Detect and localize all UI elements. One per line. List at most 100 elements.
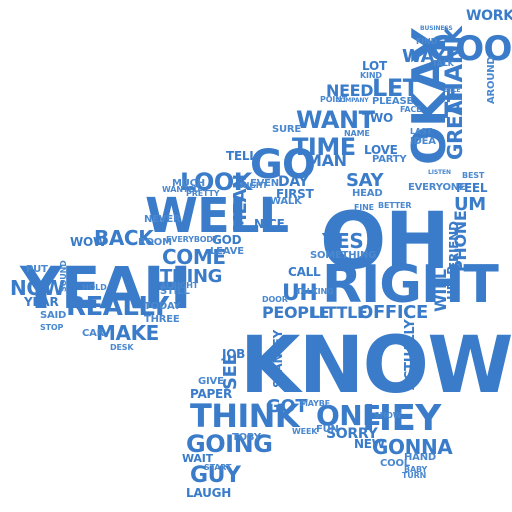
word-night: NIGHT <box>240 181 268 190</box>
word-love: LOVE <box>364 143 398 157</box>
word-actually: ACTUALLY <box>403 319 418 390</box>
word-little: LITTLE <box>310 303 368 322</box>
word-gonna: GONNA <box>372 435 453 459</box>
word-back: BACK <box>94 226 155 250</box>
word-paper: PAPER <box>190 387 232 401</box>
word-door: DOOR <box>262 295 288 304</box>
word-show: SHOW <box>374 411 402 420</box>
word-baby: BABY <box>404 465 427 474</box>
word-put: PUT <box>26 264 48 275</box>
word-thing: THING <box>160 266 222 287</box>
word-name: NAME <box>344 129 370 138</box>
word-leave: LEAVE <box>210 246 244 257</box>
word-head: HEAD <box>352 188 382 199</box>
word-people: PEOPLE <box>262 303 329 322</box>
word-sorry: SORRY <box>326 426 379 442</box>
word-time: TIME <box>292 133 356 161</box>
word-talk: TALK <box>432 59 455 68</box>
word-good: GOOD <box>428 29 512 69</box>
word-tell: TELL <box>226 149 257 163</box>
word-got: GOT <box>266 396 308 417</box>
word-god: GOD <box>212 233 242 247</box>
word-better: BETTER <box>378 201 411 210</box>
word-two: TWO <box>362 111 393 125</box>
word-listen: LISTEN <box>428 169 451 176</box>
word-car: CAR <box>82 328 105 339</box>
word-desk: DESK <box>110 343 134 352</box>
word-now: NOW <box>10 276 65 300</box>
word-job: JOB <box>221 347 245 361</box>
word-see: SEE <box>220 354 241 390</box>
word-much: MUCH <box>172 178 205 189</box>
word-talking: TALKING <box>296 287 333 296</box>
word-everyone: EVERYONE <box>408 182 466 193</box>
word-cool: COOL <box>380 458 411 469</box>
word-start: START <box>204 463 232 472</box>
word-turn: TURN <box>402 471 426 480</box>
word-mean: MEAN <box>230 174 251 232</box>
word-guy: GUY <box>190 463 242 488</box>
word-one: ONE <box>316 399 381 432</box>
word-let: LET <box>372 74 420 102</box>
word-will: WILL <box>431 269 450 312</box>
word-idea: IDEA <box>410 136 436 147</box>
word-look: LOOK <box>180 168 254 196</box>
word-party: PARTY <box>372 154 407 165</box>
word-face: FACE <box>400 105 421 114</box>
word-pretty: PRETTY <box>186 189 220 198</box>
word-yes: YES <box>321 229 363 253</box>
word-office: OFFICE <box>358 302 428 323</box>
word-alright: ALRIGHT <box>160 281 199 290</box>
word-need: NEED <box>326 81 373 100</box>
word-room: ROOM <box>138 237 172 248</box>
word-make: MAKE <box>96 321 159 345</box>
word-sure: SURE <box>272 124 301 135</box>
word-still: STILL <box>160 286 190 297</box>
word-great: GREAT <box>443 88 467 160</box>
word-last: LAST <box>410 127 433 136</box>
word-work: WORK <box>466 8 512 24</box>
word-friend: FRIEND <box>447 221 461 270</box>
word-feel: FEEL <box>456 181 488 195</box>
word-point: POINT <box>320 95 348 104</box>
word-hey: HEY <box>362 398 442 439</box>
word-three: THREE <box>144 314 180 325</box>
word-walk: WALK <box>270 196 303 207</box>
word-business: BUSINESS <box>420 25 453 32</box>
word-want: WANT <box>296 106 376 134</box>
word-thank: THANK <box>440 25 468 118</box>
word-way: WAY <box>402 46 447 67</box>
word-fun: FUN <box>316 424 339 435</box>
word-hand: HAND <box>404 452 436 463</box>
word-around: AROUND <box>486 56 497 104</box>
word-oh: OH <box>320 197 448 287</box>
word-going: GOING <box>186 430 272 458</box>
word-hold: HOLD <box>82 283 107 292</box>
word-nice: NICE <box>254 217 285 231</box>
word-never: NEVER <box>144 214 181 225</box>
word-year: YEAR <box>23 295 58 309</box>
word-best: BEST <box>462 171 485 180</box>
word-company: COMPANY <box>336 97 369 104</box>
word-give: GIVE <box>198 376 224 387</box>
word-okay: OKAY <box>402 28 456 165</box>
word-please: PLEASE <box>372 96 413 107</box>
word-stop: STOP <box>40 323 64 332</box>
word-kind: KIND <box>360 71 382 80</box>
word-wait: WAIT <box>182 452 214 465</box>
word-wanted: WANTED <box>162 185 200 194</box>
word-go: GO <box>250 142 315 188</box>
word-week: WEEK <box>292 427 318 436</box>
word-toby: TOBY <box>232 432 262 443</box>
word-laugh: LAUGH <box>186 486 231 500</box>
word-well: WELL <box>145 188 288 244</box>
word-phone: PHONE <box>451 211 470 272</box>
word-really: REALLY <box>66 292 170 322</box>
word-day: DAY <box>278 174 310 190</box>
word-maybe: MAYBE <box>300 399 330 408</box>
word-stanley: STANLEY <box>271 329 285 388</box>
word-help: HELP <box>445 266 459 300</box>
word-everybody: EVERYBODY <box>166 235 218 244</box>
